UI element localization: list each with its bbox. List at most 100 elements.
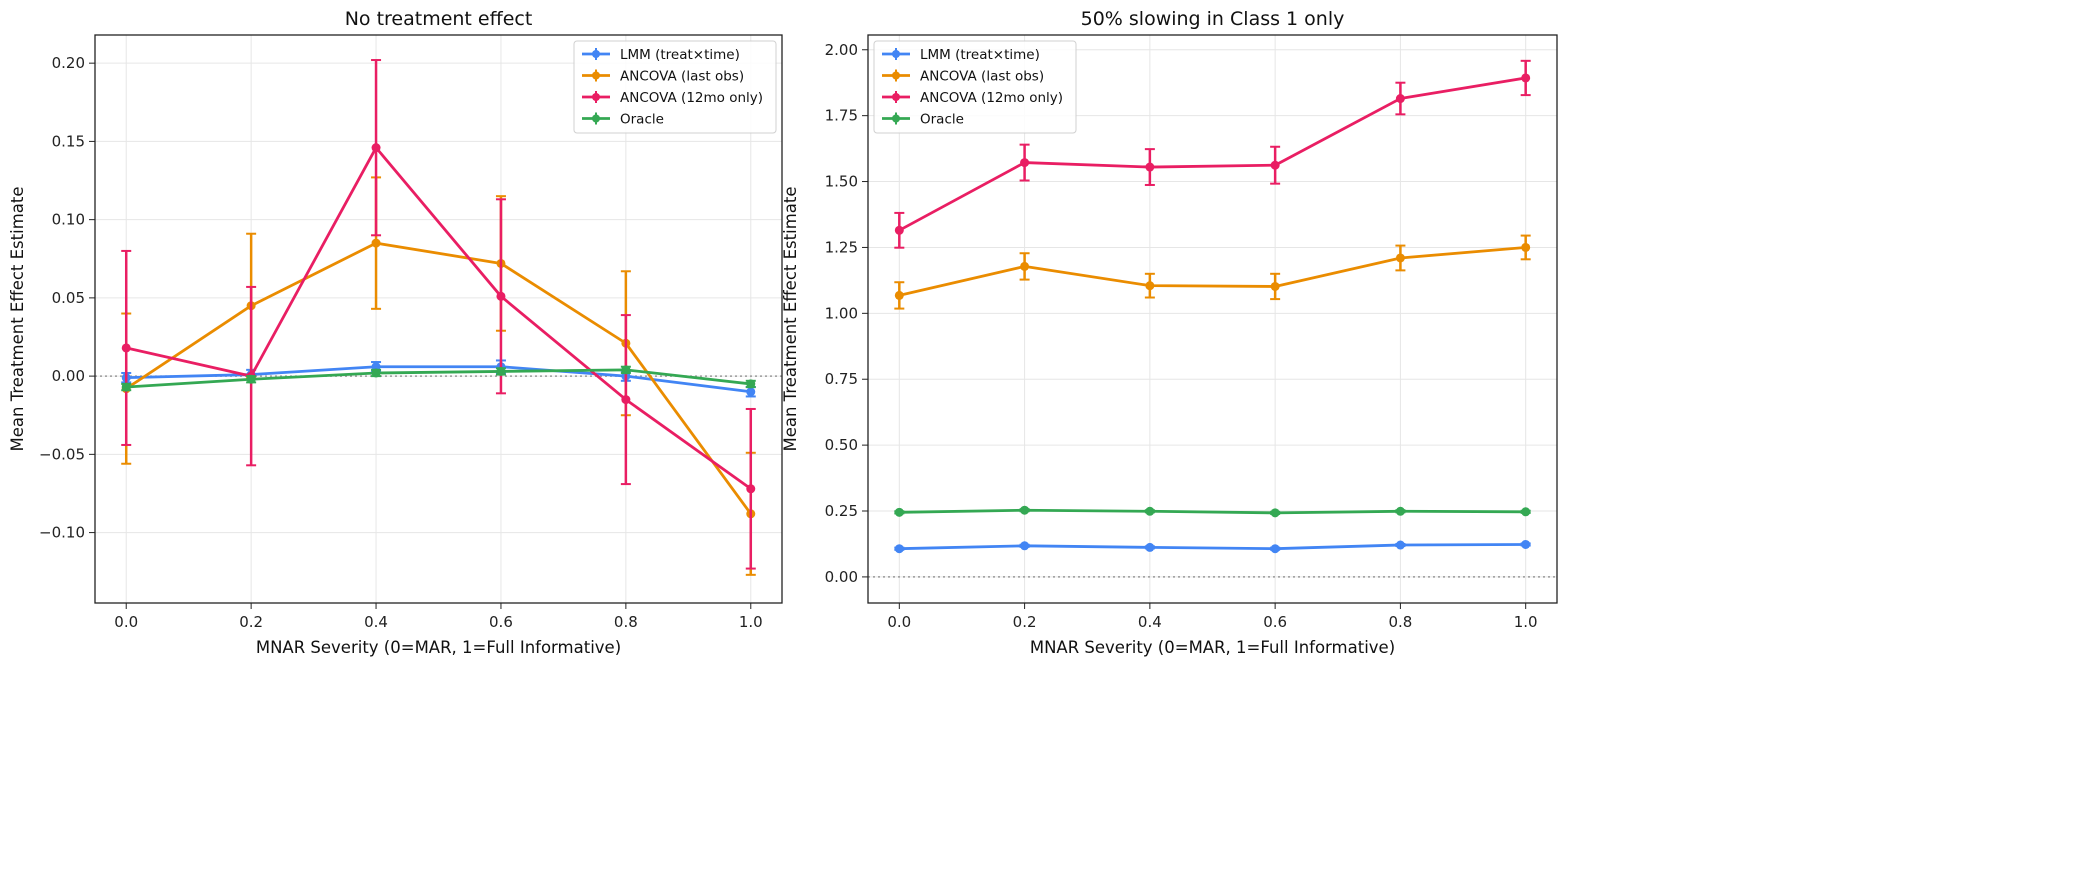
x-tick-label: 0.4 [364,613,388,631]
legend: LMM (treat×time) ANCOVA (last obs) ANCOVA … [573,40,777,134]
data-point [894,507,904,517]
x-tick-label: 0.6 [489,613,513,631]
y-tick-label: 0.20 [52,54,85,72]
chart-title: 50% slowing in Class 1 only [1081,8,1345,30]
series-line [899,246,1526,297]
data-point [246,374,256,384]
series-line [125,146,752,490]
legend-label: ANCOVA (last obs) [620,69,744,85]
series-line [126,365,751,394]
legend-label: Oracle [920,112,964,128]
series-3 [121,365,756,392]
data-point [1270,281,1280,291]
legend-label: ANCOVA (12mo only) [920,90,1063,106]
x-tick-label: 0.6 [1263,613,1287,631]
legend-marker [592,50,600,58]
axes-frame [867,34,1558,604]
series-3 [894,505,1531,518]
data-point [121,382,131,392]
data-point [894,225,904,235]
series-line [125,241,752,515]
series-2 [121,59,756,570]
legend-label: LMM (treat×time) [620,47,740,63]
y-tick-label: 0.05 [52,289,85,307]
x-tick-label: 0.0 [114,613,138,631]
legend-marker [892,93,900,101]
data-point [621,365,631,375]
data-point [1020,541,1030,551]
data-point [371,238,381,248]
y-tick-label: 1.50 [825,173,858,191]
x-tick-label: 0.4 [1138,613,1162,631]
y-tick-label: 0.00 [52,367,85,385]
y-tick-label: 1.25 [825,238,858,256]
axes-frame [94,34,783,604]
series-line [126,368,751,389]
y-tick-label: 0.50 [825,436,858,454]
data-point [1521,539,1531,549]
x-axis-label: MNAR Severity (0=MAR, 1=Full Informative… [1030,638,1395,657]
series-line [899,543,1526,551]
x-tick-label: 0.8 [614,613,638,631]
data-point [894,290,904,300]
data-point [1145,542,1155,552]
legend: LMM (treat×time) ANCOVA (last obs) ANCOVA … [873,40,1077,134]
y-tick-label: −0.10 [39,524,85,542]
legend-label: LMM (treat×time) [920,47,1040,63]
legend-label: ANCOVA (last obs) [920,69,1044,85]
legend-marker [592,93,600,101]
data-point [746,379,756,389]
legend-box [873,40,1077,134]
data-point [371,368,381,378]
data-point [894,544,904,554]
data-point [1020,261,1030,271]
chart-title: No treatment effect [345,8,533,30]
legend-label: Oracle [620,112,664,128]
y-tick-label: 0.25 [825,502,858,520]
data-point [1395,506,1405,516]
data-point [1145,281,1155,291]
series-line [898,76,1526,232]
x-tick-label: 0.0 [887,613,911,631]
y-tick-label: 0.75 [825,370,858,388]
legend-marker [592,114,600,123]
data-point [1020,158,1030,168]
legend-box [573,40,777,134]
data-point [1270,160,1280,170]
data-point [496,366,506,376]
y-tick-label: 1.00 [825,304,858,322]
data-point [1270,508,1280,518]
x-tick-label: 0.8 [1388,613,1412,631]
x-tick-label: 0.2 [1013,613,1037,631]
data-point [1395,253,1405,263]
data-point [1521,73,1531,83]
data-point [1521,507,1531,517]
legend-marker [892,50,900,58]
chart-2: 0.0 0.2 0.4 0.6 0.8 1.0 0.00 0.25 0.50 0.75 1.00 1.… [781,8,1558,657]
series-0 [894,539,1531,554]
legend-marker [892,71,900,80]
x-tick-label: 1.0 [739,613,763,631]
data-point [1521,242,1531,252]
legend-marker [892,114,900,123]
data-point [1395,540,1405,550]
x-tick-label: 0.2 [239,613,263,631]
series-1 [894,234,1531,310]
y-tick-label: −0.05 [39,445,85,463]
data-point [746,484,756,494]
chart-1: 0.0 0.2 0.4 0.6 0.8 1.0 −0.10 −0.05 0.00 0.05 0.10… [8,8,783,657]
y-tick-label: 0.10 [52,211,85,229]
x-tick-label: 1.0 [1514,613,1538,631]
data-point [121,343,131,353]
legend-label: ANCOVA (12mo only) [620,90,763,106]
data-point [621,395,631,405]
y-axis-label: Mean Treatment Effect Estimate [781,186,800,451]
data-point [746,387,756,397]
data-point [1020,505,1030,515]
y-tick-label: 0.00 [825,568,858,586]
x-axis-label: MNAR Severity (0=MAR, 1=Full Informative… [256,638,621,657]
data-point [1395,94,1405,104]
y-tick-label: 2.00 [825,41,858,59]
series-line [899,508,1526,515]
